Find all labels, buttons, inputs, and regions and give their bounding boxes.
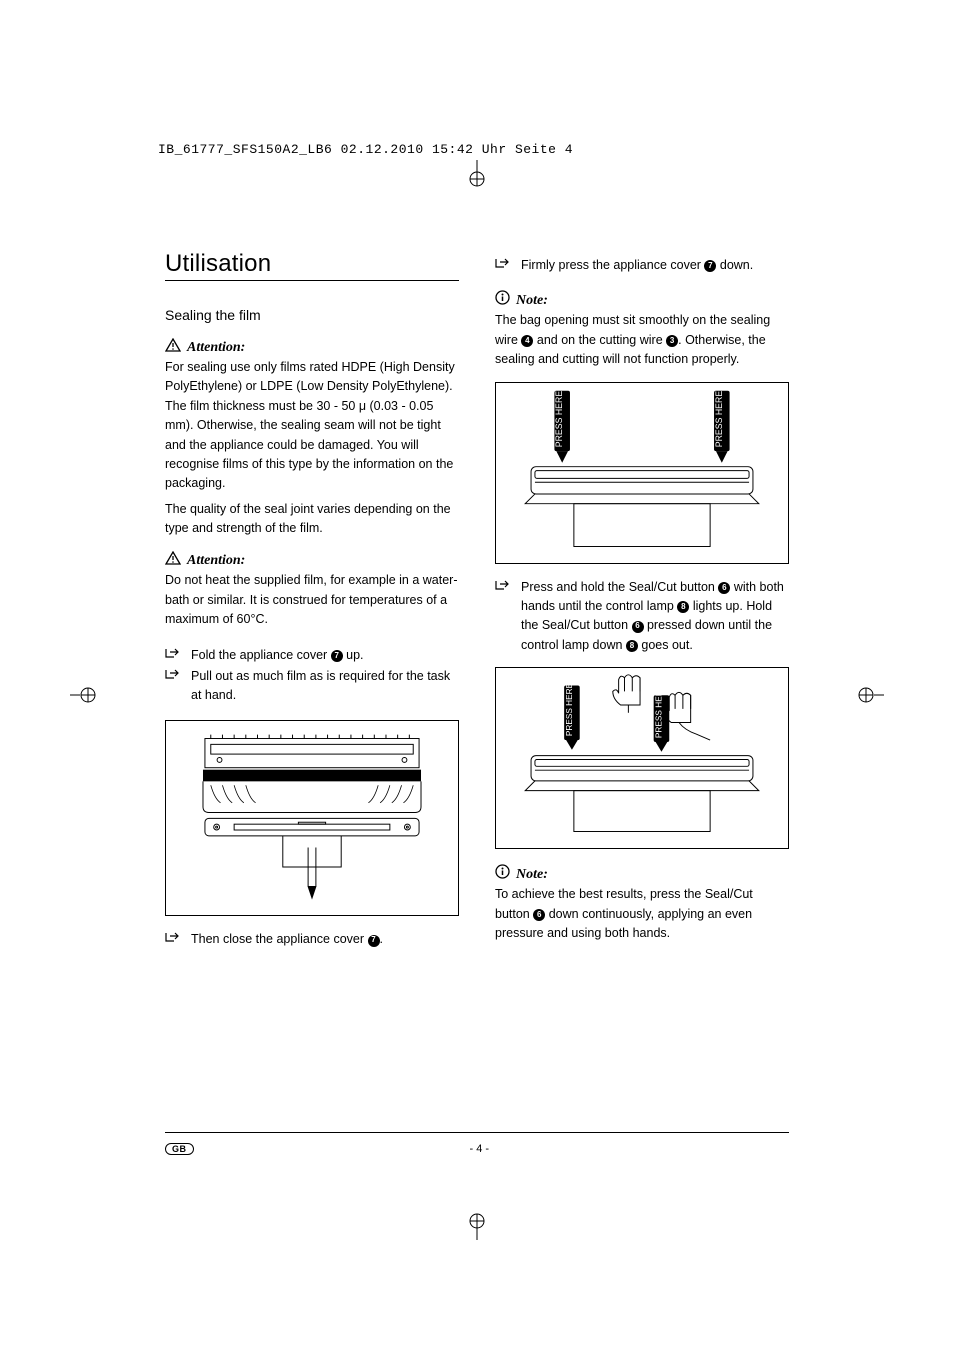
ref-8: 8 xyxy=(626,640,638,652)
ref-7: 7 xyxy=(368,935,380,947)
step-seal-cut: Press and hold the Seal/Cut button 6 wit… xyxy=(495,578,789,656)
step-arrow-icon xyxy=(165,930,183,949)
svg-text:PRESS HERE: PRESS HERE xyxy=(654,684,663,738)
ref-8: 8 xyxy=(677,601,689,613)
figure-press-closed: PRESS HERE PRESS HERE xyxy=(495,382,789,564)
ref-6: 6 xyxy=(632,621,644,633)
attention-callout-2: Attention: xyxy=(165,550,459,569)
svg-text:PRESS HERE: PRESS HERE xyxy=(554,390,564,447)
step-arrow-icon xyxy=(495,256,513,275)
attention-label: Attention: xyxy=(187,553,245,569)
warning-icon xyxy=(165,551,181,568)
step-text: Then close the appliance cover 7. xyxy=(191,930,383,949)
page-content: Utilisation Sealing the film Attention: … xyxy=(165,250,789,1155)
page-footer: GB - 4 - xyxy=(165,1132,789,1155)
ref-4: 4 xyxy=(521,335,533,347)
step-press-cover: Firmly press the appliance cover 7 down. xyxy=(495,256,789,275)
left-column: Utilisation Sealing the film Attention: … xyxy=(165,250,459,952)
ref-7: 7 xyxy=(331,650,343,662)
attention-label: Attention: xyxy=(187,340,245,356)
step-fold-cover: Fold the appliance cover 7 up. xyxy=(165,646,459,665)
ref-6: 6 xyxy=(718,582,730,594)
note-callout-2: Note: xyxy=(495,863,789,883)
svg-text:PRESS HERE: PRESS HERE xyxy=(714,390,724,447)
printer-header: IB_61777_SFS150A2_LB6 02.12.2010 15:42 U… xyxy=(158,142,573,157)
note-label: Note: xyxy=(516,293,548,309)
step-arrow-icon xyxy=(495,578,513,656)
step-text: Firmly press the appliance cover 7 down. xyxy=(521,256,753,275)
note-callout-1: Note: xyxy=(495,289,789,309)
attention-callout-1: Attention: xyxy=(165,337,459,356)
step-close-cover: Then close the appliance cover 7. xyxy=(165,930,459,949)
crop-mark-right xyxy=(854,680,884,715)
step-text: Press and hold the Seal/Cut button 6 wit… xyxy=(521,578,789,656)
attention-1-text-2: The quality of the seal joint varies dep… xyxy=(165,500,459,539)
subheading-sealing: Sealing the film xyxy=(165,307,459,323)
crop-mark-bottom xyxy=(462,1210,492,1245)
note-1-text: The bag opening must sit smoothly on the… xyxy=(495,311,789,369)
crop-mark-left xyxy=(70,680,100,715)
attention-1-text: For sealing use only films rated HDPE (H… xyxy=(165,358,459,494)
note-label: Note: xyxy=(516,867,548,883)
note-2-text: To achieve the best results, press the S… xyxy=(495,885,789,943)
ref-3: 3 xyxy=(666,335,678,347)
section-heading: Utilisation xyxy=(165,250,459,281)
figure-press-hands: PRESS HERE PRESS HERE xyxy=(495,667,789,849)
right-column: Firmly press the appliance cover 7 down.… xyxy=(495,250,789,952)
step-text: Pull out as much film as is required for… xyxy=(191,667,459,706)
attention-2-text: Do not heat the supplied film, for examp… xyxy=(165,571,459,629)
crop-mark-top xyxy=(462,160,492,195)
page-number: - 4 - xyxy=(469,1143,489,1155)
info-icon xyxy=(495,864,510,882)
step-pull-film: Pull out as much film as is required for… xyxy=(165,667,459,706)
step-text: Fold the appliance cover 7 up. xyxy=(191,646,364,665)
info-icon xyxy=(495,290,510,308)
svg-text:PRESS HERE: PRESS HERE xyxy=(565,683,574,737)
figure-open-appliance xyxy=(165,720,459,917)
ref-6: 6 xyxy=(533,909,545,921)
ref-7: 7 xyxy=(704,260,716,272)
step-arrow-icon xyxy=(165,646,183,665)
language-badge: GB xyxy=(165,1143,194,1155)
warning-icon xyxy=(165,338,181,355)
step-arrow-icon xyxy=(165,667,183,706)
